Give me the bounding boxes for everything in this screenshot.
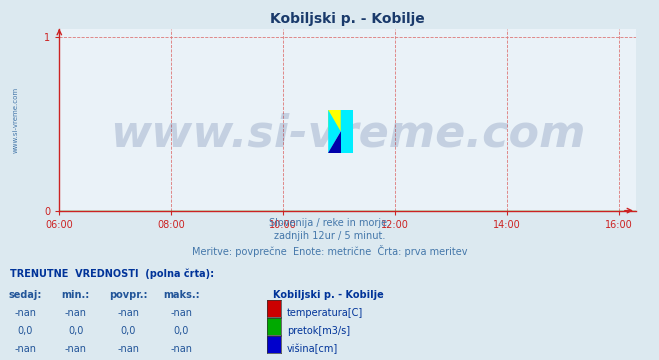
Text: Meritve: povprečne  Enote: metrične  Črta: prva meritev: Meritve: povprečne Enote: metrične Črta:… xyxy=(192,245,467,257)
Text: -nan: -nan xyxy=(14,308,36,318)
Text: -nan: -nan xyxy=(170,308,192,318)
Text: 0,0: 0,0 xyxy=(173,326,189,336)
Text: -nan: -nan xyxy=(65,308,87,318)
Text: 0,0: 0,0 xyxy=(68,326,84,336)
Polygon shape xyxy=(328,110,341,153)
Text: -nan: -nan xyxy=(117,344,140,354)
Text: pretok[m3/s]: pretok[m3/s] xyxy=(287,326,350,336)
Polygon shape xyxy=(328,131,341,153)
Text: Slovenija / reke in morje.: Slovenija / reke in morje. xyxy=(269,218,390,228)
Text: www.si-vreme.com: www.si-vreme.com xyxy=(110,113,585,156)
Text: maks.:: maks.: xyxy=(163,290,200,300)
Text: Kobiljski p. - Kobilje: Kobiljski p. - Kobilje xyxy=(273,290,384,300)
Text: 0,0: 0,0 xyxy=(121,326,136,336)
Text: www.si-vreme.com: www.si-vreme.com xyxy=(13,87,19,153)
Text: -nan: -nan xyxy=(170,344,192,354)
Text: zadnjih 12ur / 5 minut.: zadnjih 12ur / 5 minut. xyxy=(273,231,386,242)
Text: temperatura[C]: temperatura[C] xyxy=(287,308,363,318)
Bar xyxy=(341,110,353,153)
Text: povpr.:: povpr.: xyxy=(109,290,148,300)
Text: -nan: -nan xyxy=(65,344,87,354)
Text: 0,0: 0,0 xyxy=(17,326,33,336)
Polygon shape xyxy=(341,110,353,153)
Text: višina[cm]: višina[cm] xyxy=(287,344,338,354)
Title: Kobiljski p. - Kobilje: Kobiljski p. - Kobilje xyxy=(270,12,425,26)
Bar xyxy=(328,110,341,131)
Text: min.:: min.: xyxy=(62,290,90,300)
Text: sedaj:: sedaj: xyxy=(9,290,42,300)
Text: -nan: -nan xyxy=(117,308,140,318)
Text: -nan: -nan xyxy=(14,344,36,354)
Text: TRENUTNE  VREDNOSTI  (polna črta):: TRENUTNE VREDNOSTI (polna črta): xyxy=(10,268,214,279)
